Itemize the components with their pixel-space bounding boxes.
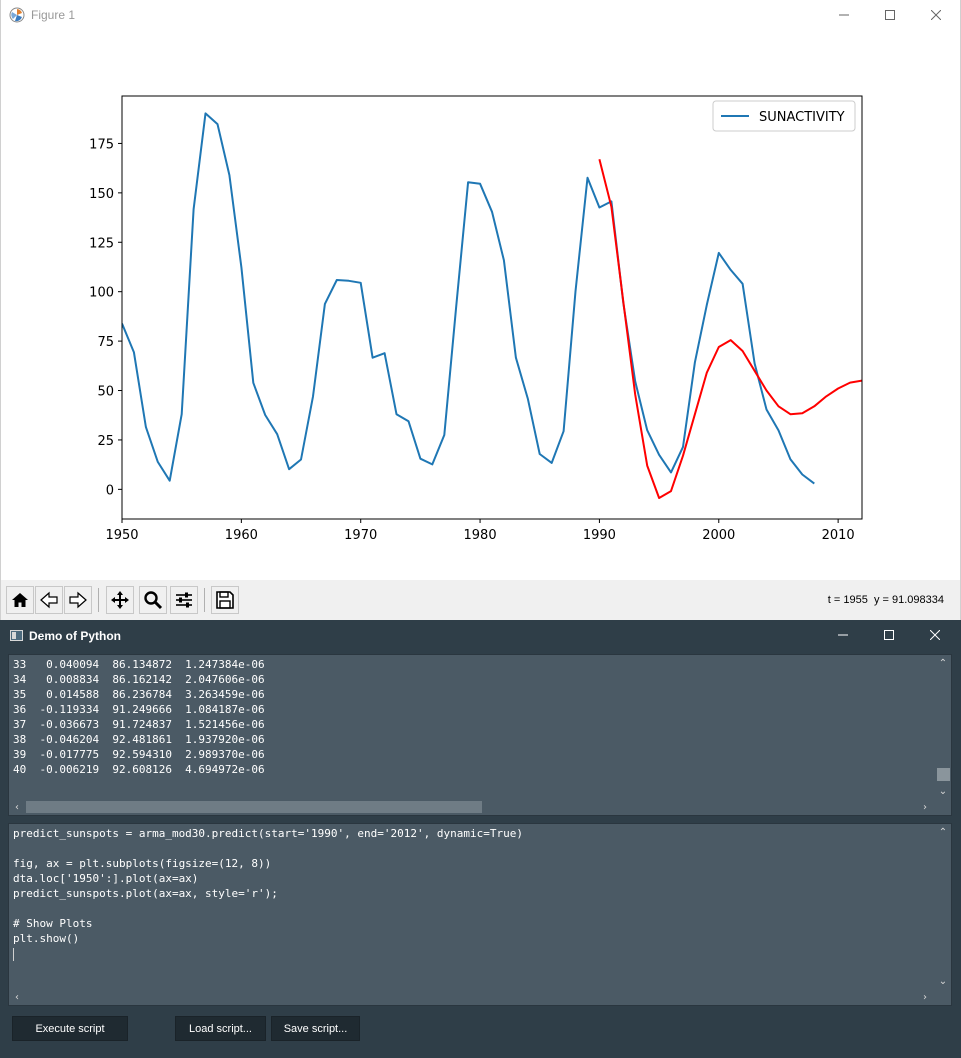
series-line-sunactivity xyxy=(122,112,815,485)
maximize-icon xyxy=(885,10,895,20)
output-text: 33 0.040094 86.134872 1.247384e-06 34 0.0… xyxy=(13,657,265,777)
scroll-left-icon[interactable]: ‹ xyxy=(15,801,19,813)
figure-window: Figure 1 1950 1960 1970 1980 1990 2000 2010 0 25… xyxy=(0,0,961,620)
x-tick-label: 2000 xyxy=(702,528,735,543)
pan-icon xyxy=(111,591,129,609)
y-tick-label: 0 xyxy=(106,483,114,498)
axes-frame xyxy=(121,95,863,520)
y-tick-label: 50 xyxy=(97,385,114,400)
toolbar-separator xyxy=(204,588,205,612)
toolbar-separator xyxy=(98,588,99,612)
matplotlib-icon xyxy=(9,7,25,23)
configure-subplots-button[interactable] xyxy=(170,586,198,614)
forward-arrow-icon xyxy=(69,591,87,609)
execute-script-button[interactable]: Execute script xyxy=(12,1016,128,1041)
minimize-button[interactable] xyxy=(820,620,866,650)
back-arrow-icon xyxy=(40,591,58,609)
forward-button[interactable] xyxy=(64,586,92,614)
series-line-prediction xyxy=(598,159,862,499)
script-text[interactable]: predict_sunspots = arma_mod30.predict(st… xyxy=(13,826,523,961)
x-tick-label: 1960 xyxy=(225,528,258,543)
close-button[interactable] xyxy=(912,620,958,650)
output-horizontal-scrollbar[interactable]: ‹ › xyxy=(9,799,951,815)
y-tick-label: 100 xyxy=(89,286,114,301)
output-vertical-scrollbar[interactable]: ⌃ ⌄ xyxy=(935,655,951,801)
demo-title: Demo of Python xyxy=(29,629,121,643)
legend-label: SUNACTIVITY xyxy=(759,110,845,125)
output-line: 38 -0.046204 92.481861 1.937920e-06 xyxy=(13,733,265,746)
line-chart[interactable]: 1950 1960 1970 1980 1990 2000 2010 0 25 50 75 100 12… xyxy=(1,30,960,580)
save-script-button[interactable]: Save script... xyxy=(271,1016,360,1041)
maximize-button[interactable] xyxy=(866,620,912,650)
y-tick-label: 150 xyxy=(89,187,114,202)
y-tick-label: 175 xyxy=(89,137,114,152)
script-editor[interactable]: predict_sunspots = arma_mod30.predict(st… xyxy=(8,823,952,1006)
minimize-icon xyxy=(839,14,849,16)
output-line: 33 0.040094 86.134872 1.247384e-06 xyxy=(13,658,265,671)
x-tick-label: 1970 xyxy=(344,528,377,543)
back-button[interactable] xyxy=(35,586,63,614)
save-icon xyxy=(216,591,234,609)
output-line: 36 -0.119334 91.249666 1.084187e-06 xyxy=(13,703,265,716)
text-cursor xyxy=(13,946,523,961)
scrollbar-thumb[interactable] xyxy=(937,768,950,781)
coordinate-readout: t = 1955 y = 91.098334 xyxy=(827,594,944,606)
close-button[interactable] xyxy=(913,0,959,30)
x-tick-label: 1990 xyxy=(583,528,616,543)
y-tick-label: 75 xyxy=(97,335,114,350)
minimize-icon xyxy=(838,634,848,636)
script-line: predict_sunspots = arma_mod30.predict(st… xyxy=(13,827,523,840)
editor-horizontal-scrollbar[interactable]: ‹ › xyxy=(9,989,951,1005)
script-line: fig, ax = plt.subplots(figsize=(12, 8)) xyxy=(13,857,272,870)
scroll-down-icon[interactable]: ⌄ xyxy=(938,975,948,987)
window-app-icon xyxy=(10,630,23,641)
y-tick-label: 25 xyxy=(97,434,114,449)
close-icon xyxy=(931,10,941,20)
script-line: # Show Plots xyxy=(13,917,93,930)
home-button[interactable] xyxy=(6,586,34,614)
scroll-down-icon[interactable]: ⌄ xyxy=(938,785,948,797)
y-tick-label: 125 xyxy=(89,236,114,251)
scroll-left-icon[interactable]: ‹ xyxy=(15,991,19,1003)
output-line: 35 0.014588 86.236784 3.263459e-06 xyxy=(13,688,265,701)
scroll-right-icon[interactable]: › xyxy=(923,991,927,1003)
minimize-button[interactable] xyxy=(821,0,867,30)
demo-window: Demo of Python 33 0.040094 86.134872 1.2… xyxy=(0,620,961,1058)
script-line: dta.loc['1950':].plot(ax=ax) xyxy=(13,872,199,885)
scrollbar-thumb[interactable] xyxy=(26,801,482,813)
scroll-right-icon[interactable]: › xyxy=(923,801,927,813)
home-icon xyxy=(12,593,28,607)
x-tick-label: 1950 xyxy=(105,528,138,543)
output-console[interactable]: 33 0.040094 86.134872 1.247384e-06 34 0.0… xyxy=(8,654,952,816)
output-line: 39 -0.017775 92.594310 2.989370e-06 xyxy=(13,748,265,761)
scroll-up-icon[interactable]: ⌃ xyxy=(938,657,948,669)
output-line: 34 0.008834 86.162142 2.047606e-06 xyxy=(13,673,265,686)
figure-titlebar[interactable]: Figure 1 xyxy=(1,0,960,30)
x-tick-label: 2010 xyxy=(822,528,855,543)
demo-titlebar[interactable]: Demo of Python xyxy=(0,620,961,652)
script-line: predict_sunspots.plot(ax=ax, style='r'); xyxy=(13,887,278,900)
script-line xyxy=(13,841,523,856)
output-line: 40 -0.006219 92.608126 4.694972e-06 xyxy=(13,763,265,776)
maximize-button[interactable] xyxy=(867,0,913,30)
script-line xyxy=(13,901,523,916)
script-line: plt.show() xyxy=(13,932,80,945)
configure-subplots-icon xyxy=(176,592,192,608)
scroll-up-icon[interactable]: ⌃ xyxy=(938,826,948,838)
zoom-button[interactable] xyxy=(139,586,167,614)
close-icon xyxy=(930,630,940,640)
legend-box xyxy=(712,100,856,132)
load-script-button[interactable]: Load script... xyxy=(175,1016,266,1041)
x-tick-label: 1980 xyxy=(464,528,497,543)
editor-vertical-scrollbar[interactable]: ⌃ ⌄ xyxy=(935,824,951,991)
save-figure-button[interactable] xyxy=(211,586,239,614)
navigation-toolbar: t = 1955 y = 91.098334 xyxy=(1,580,960,620)
maximize-icon xyxy=(884,630,894,640)
pan-button[interactable] xyxy=(106,586,134,614)
figure-title: Figure 1 xyxy=(31,8,76,22)
output-line: 37 -0.036673 91.724837 1.521456e-06 xyxy=(13,718,265,731)
zoom-icon xyxy=(144,591,163,610)
